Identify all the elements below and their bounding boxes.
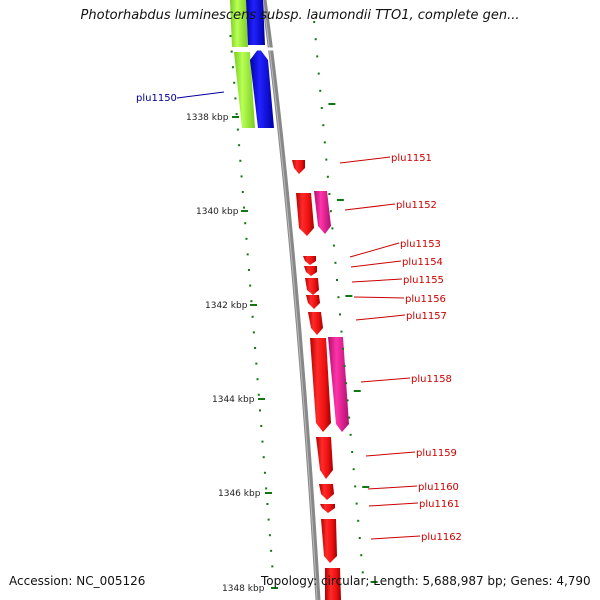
topology-value: circular xyxy=(320,574,366,588)
leader-line-plu1155 xyxy=(351,278,403,283)
leader-line-plu1158 xyxy=(360,377,411,383)
gene-arrow-plu1154 xyxy=(304,266,317,276)
gene-arrow-plu1162 xyxy=(321,519,337,563)
gene-label-plu1153[interactable]: plu1153 xyxy=(400,239,441,250)
leader-line-plu1160 xyxy=(367,485,418,490)
axis-tick-label: 1344 kbp xyxy=(212,395,255,405)
leader-line-plu1152 xyxy=(344,203,396,211)
gene-label-plu1160[interactable]: plu1160 xyxy=(418,482,459,493)
leader-line-plu1159 xyxy=(365,451,416,457)
gene-arrow-plu1158-paralog xyxy=(328,337,349,432)
gene-arrow-plu1155 xyxy=(305,278,319,295)
leader-line-plu1151 xyxy=(339,156,391,164)
gene-arrow-bottom xyxy=(325,568,341,600)
gene-label-plu1151[interactable]: plu1151 xyxy=(391,153,432,164)
gene-arrow-plu1160 xyxy=(319,484,334,500)
gene-label-plu1157[interactable]: plu1157 xyxy=(406,311,447,322)
axis-tick-label: 1348 kbp xyxy=(222,584,265,594)
gene-label-plu1155[interactable]: plu1155 xyxy=(403,275,444,286)
leader-line-plu1153 xyxy=(349,242,400,258)
gene-arrow-plu1153 xyxy=(303,256,316,265)
leader-line-plu1157 xyxy=(355,314,406,321)
length-value: 5,688,987 bp xyxy=(422,574,503,588)
genome-backbone xyxy=(261,0,321,600)
gene-label-plu1154[interactable]: plu1154 xyxy=(402,257,443,268)
gene-arrow-blue xyxy=(250,48,274,128)
gene-label-plu1158[interactable]: plu1158 xyxy=(411,374,452,385)
length-label: Length: xyxy=(373,574,419,588)
gene-label-plu1152[interactable]: plu1152 xyxy=(396,200,437,211)
accession-value: NC_005126 xyxy=(76,574,146,588)
gene-arrow-green-lower xyxy=(234,52,255,128)
genes-value: 4,790 xyxy=(556,574,591,588)
gene-label-plu1156[interactable]: plu1156 xyxy=(405,294,446,305)
gene-arrow-blue-upper xyxy=(246,0,265,45)
leader-line-plu1162 xyxy=(370,535,421,540)
accession-line: Accession: NC_005126 xyxy=(9,574,145,588)
gene-arrow-green-upper xyxy=(230,0,248,47)
gene-label-plu1150[interactable]: plu1150 xyxy=(136,93,177,104)
leader-line-plu1161 xyxy=(368,502,419,507)
leader-line-plu1156 xyxy=(353,296,405,299)
gene-arrow-plu1152 xyxy=(296,193,314,236)
gene-label-plu1162[interactable]: plu1162 xyxy=(421,532,462,543)
scale-track-left xyxy=(229,35,274,568)
leader-line-plu1150 xyxy=(176,91,225,99)
gene-label-plu1159[interactable]: plu1159 xyxy=(416,448,457,459)
gene-arrow-plu1156 xyxy=(306,295,320,309)
gene-arrow-plu1158 xyxy=(310,338,331,432)
gene-arrows xyxy=(292,160,349,600)
gene-labels: plu1150 plu1151 plu1152 plu1153 plu1154 plu11… xyxy=(136,91,462,543)
gene-arrow-plu1151 xyxy=(292,160,305,174)
gene-arrow-plu1152-paralog xyxy=(314,191,331,234)
neighbor-genes-top xyxy=(229,0,275,128)
gene-label-plu1161[interactable]: plu1161 xyxy=(419,499,460,510)
genome-title: Photorhabdus luminescens subsp. laumondi… xyxy=(80,8,520,23)
axis-labels: 1338 kbp 1340 kbp 1342 kbp 1344 kbp 1346 kbp… xyxy=(186,113,278,594)
genome-info-line: Topology: circular; Length: 5,688,987 bp… xyxy=(261,574,591,588)
scale-track-right xyxy=(313,21,378,583)
leader-line-plu1154 xyxy=(350,260,402,268)
genome-backbone-highlight xyxy=(262,0,318,600)
gene-arrow-plu1157 xyxy=(308,312,323,335)
gene-arrow-plu1159 xyxy=(316,437,333,479)
accession-label: Accession: xyxy=(9,574,73,588)
topology-label: Topology: xyxy=(261,574,318,588)
axis-tick-label: 1338 kbp xyxy=(186,113,229,123)
axis-tick-label: 1342 kbp xyxy=(205,301,248,311)
gene-arrow-plu1161 xyxy=(320,504,335,513)
genes-label: Genes: xyxy=(510,574,553,588)
axis-tick-label: 1346 kbp xyxy=(218,489,261,499)
axis-tick-label: 1340 kbp xyxy=(196,207,239,217)
